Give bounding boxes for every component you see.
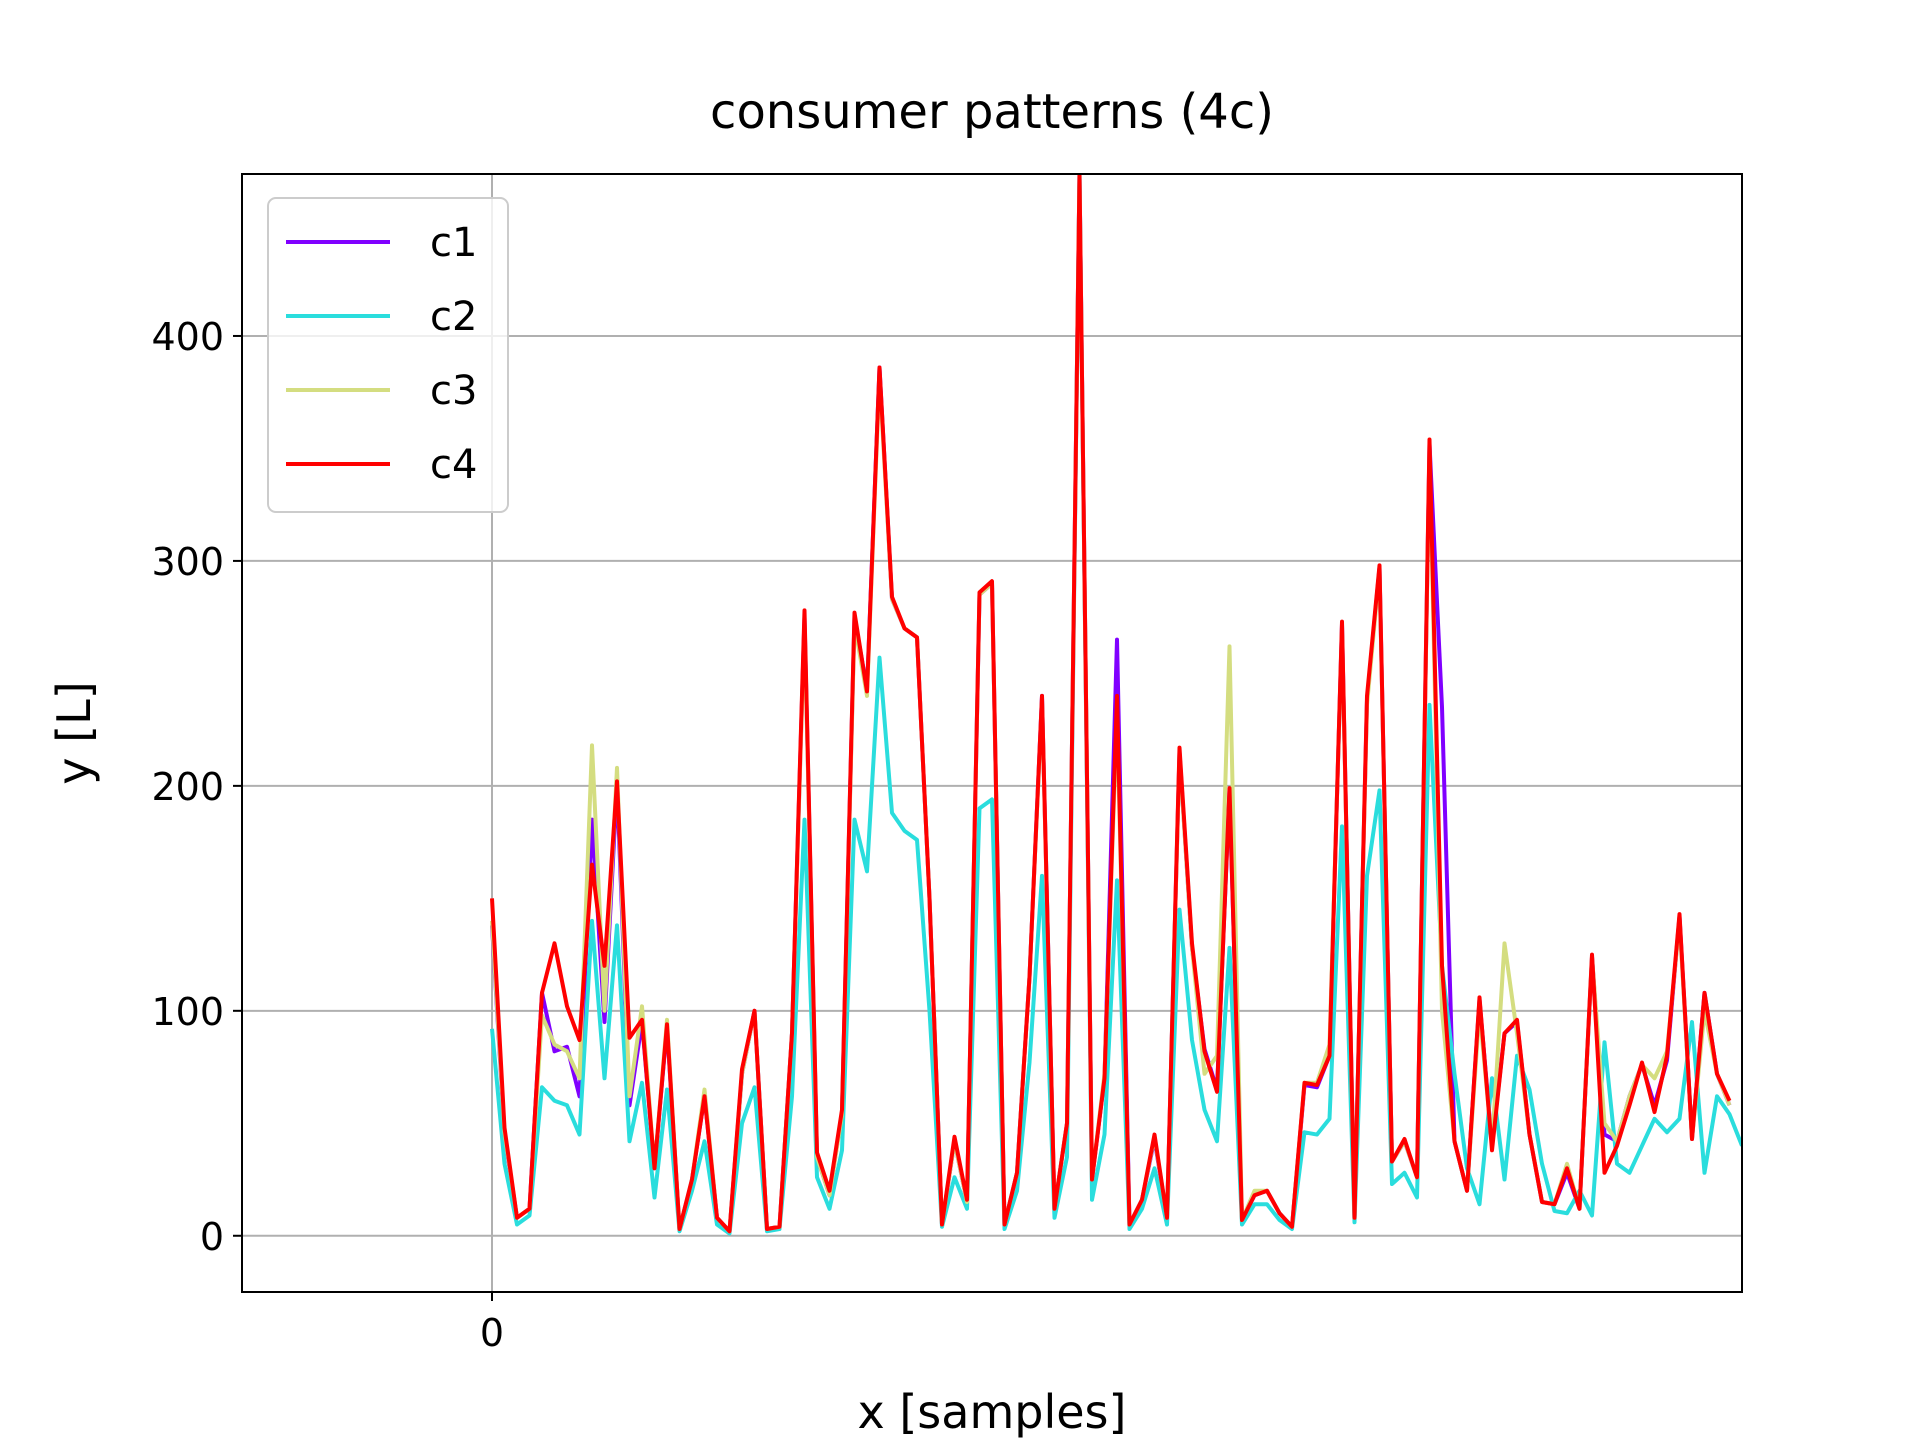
legend-label-c4: c4: [430, 442, 477, 488]
legend-box: [267, 197, 509, 513]
y-axis-label: y [L]: [47, 681, 101, 784]
legend: c1 c2 c3 c4: [267, 197, 509, 513]
legend-label-c1: c1: [430, 220, 477, 266]
y-tick-label: 200: [151, 765, 224, 809]
plot-frame: [241, 173, 1743, 1293]
y-tick-label: 300: [151, 540, 224, 584]
series-line-c4: [490, 174, 1732, 1234]
y-tick-label: 100: [151, 990, 224, 1034]
legend-label-c3: c3: [430, 368, 477, 414]
grid: [242, 174, 1742, 1292]
legend-label-c2: c2: [430, 294, 477, 340]
axis-ticks: 0 100 200 300 400 0: [151, 315, 504, 1355]
y-tick-label: 400: [151, 315, 224, 359]
y-tick-label: 0: [200, 1215, 224, 1259]
x-axis-label: x [samples]: [858, 1385, 1127, 1439]
series-line-c2: [490, 174, 1742, 1236]
plot-lines: [490, 174, 1742, 1236]
chart-title: consumer patterns (4c): [710, 84, 1274, 140]
x-tick-label: 0: [480, 1311, 504, 1355]
